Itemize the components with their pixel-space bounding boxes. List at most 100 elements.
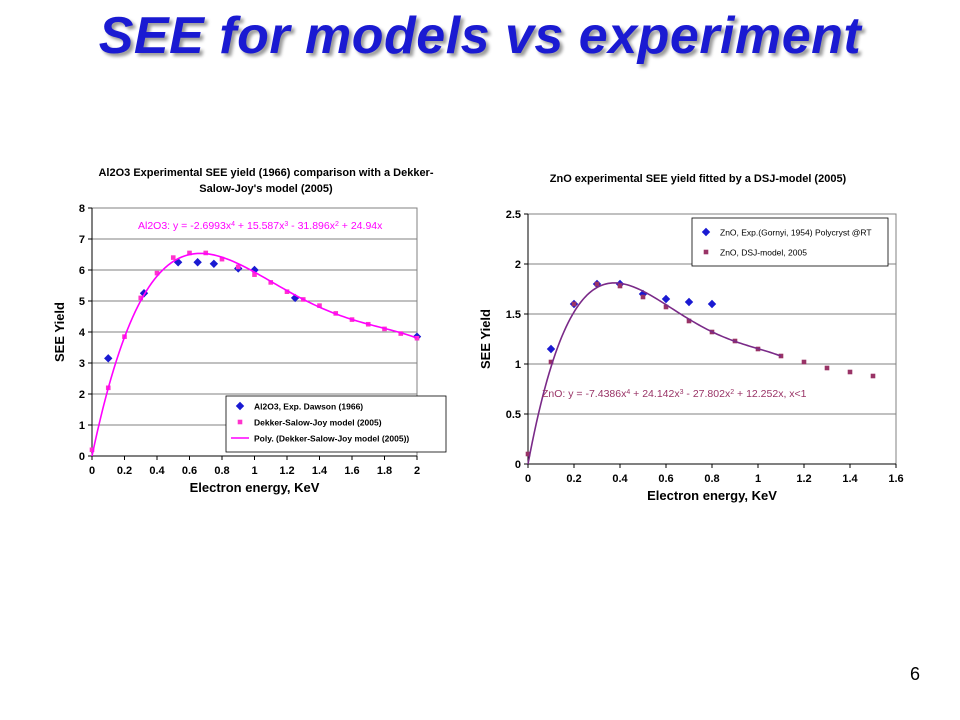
chart-title: Salow-Joy's model (2005): [199, 183, 333, 195]
x-tick-label: 0.4: [612, 473, 628, 485]
data-point-model: [801, 359, 807, 365]
series-2: [527, 282, 782, 465]
y-tick-label: 2.5: [506, 209, 521, 221]
x-tick-label: 2: [414, 465, 420, 477]
y-tick-label: 7: [79, 234, 85, 246]
data-point-model: [235, 264, 241, 270]
data-point-model: [219, 256, 225, 262]
data-point-model: [187, 250, 192, 256]
x-tick-label: 1.4: [842, 473, 858, 485]
data-point-exp: [250, 265, 259, 275]
page-number: 6: [909, 664, 920, 684]
legend-box: [225, 395, 447, 453]
x-tick-label: 1: [251, 465, 257, 477]
x-tick-label: 0.8: [214, 465, 229, 477]
data-point-model: [824, 365, 830, 371]
x-tick-label: 0.6: [182, 465, 197, 477]
data-point-model: [284, 289, 290, 294]
data-point-model: [870, 373, 876, 379]
data-point-model: [317, 303, 322, 308]
x-tick-label: 0: [89, 465, 95, 477]
y-tick-label: 1: [79, 420, 85, 432]
x-tick-label: 1: [755, 473, 761, 485]
legend-label: ZnO, Exp.(Gornyi, 1954) Polycryst @RT: [720, 228, 872, 238]
x-tick-label: 1.8: [377, 465, 392, 477]
chart-al2o3: Al2O3 Experimental SEE yield (1966) comp…: [52, 167, 447, 495]
data-point-model: [571, 301, 577, 307]
data-point-exp: [173, 258, 183, 267]
data-point-model: [252, 272, 257, 277]
y-tick-label: 8: [79, 203, 85, 215]
data-point-exp: [209, 259, 219, 268]
x-tick-label: 0.2: [566, 473, 581, 485]
data-point-exp: [139, 289, 149, 298]
y-axis-label: SEE Yield: [478, 309, 493, 369]
legend-box: [691, 217, 889, 267]
x-tick-label: 1.6: [888, 473, 903, 485]
data-point-exp: [661, 294, 671, 304]
x-tick-label: 0: [525, 473, 531, 485]
equation-annotation: ZnO: y = -7.4386x4 + 24.142x3 - 27.802x2…: [542, 388, 807, 400]
x-tick-label: 1.4: [312, 465, 328, 477]
legend: ZnO, Exp.(Gornyi, 1954) Polycryst @RT ZnO…: [691, 217, 889, 267]
data-point-exp: [638, 289, 648, 299]
y-axis-label: SEE Yield: [52, 302, 67, 362]
x-tick-label: 0.8: [704, 473, 719, 485]
data-point-model: [268, 280, 274, 285]
legend-swatch: [701, 227, 711, 237]
chart-title: ZnO experimental SEE yield fitted by a D…: [550, 173, 847, 185]
y-tick-label: 5: [79, 296, 85, 308]
trend-line: [527, 282, 782, 465]
data-point-model: [663, 304, 669, 310]
slide-title: SEE for models vs experiment: [98, 7, 862, 65]
data-point-exp: [546, 344, 556, 354]
series-2: [91, 252, 418, 457]
y-tick-label: 0: [515, 459, 521, 471]
y-tick-label: 2: [79, 389, 85, 401]
y-tick-label: 3: [79, 358, 85, 370]
data-point-model: [847, 369, 853, 375]
series-1: [525, 281, 876, 457]
data-point-exp: [104, 354, 113, 363]
x-tick-label: 1.6: [344, 465, 359, 477]
data-point-exp: [684, 297, 694, 307]
legend-label: Dekker-Salow-Joy model (2005): [254, 418, 382, 428]
legend-swatch: [237, 419, 243, 425]
data-point-model: [640, 294, 646, 300]
data-point-model: [548, 359, 554, 365]
y-tick-label: 1.5: [506, 309, 521, 321]
x-tick-label: 0.4: [149, 465, 165, 477]
data-point-model: [617, 283, 623, 289]
data-point-model: [686, 318, 692, 324]
legend-label: ZnO, DSJ-model, 2005: [720, 248, 807, 258]
x-axis-label: Electron energy, KeV: [647, 488, 777, 503]
x-tick-label: 0.2: [117, 465, 132, 477]
y-tick-label: 1: [515, 359, 521, 371]
x-axis-label: Electron energy, KeV: [190, 480, 320, 495]
legend-label: Poly. (Dekker-Salow-Joy model (2005)): [254, 434, 409, 444]
legend-label: Al2O3, Exp. Dawson (1966): [254, 402, 363, 412]
data-point-model: [525, 451, 531, 457]
equation-annotation: Al2O3: y = -2.6993x4 + 15.587x3 - 31.896…: [138, 220, 383, 232]
chart-zno: ZnO experimental SEE yield fitted by a D…: [478, 173, 904, 503]
chart-title: Al2O3 Experimental SEE yield (1966) comp…: [98, 167, 433, 179]
data-point-model: [414, 335, 420, 341]
y-tick-label: 6: [79, 265, 85, 277]
x-tick-label: 1.2: [796, 473, 811, 485]
data-point-exp: [193, 258, 202, 267]
data-point-model: [170, 255, 176, 260]
y-tick-label: 4: [79, 327, 86, 339]
x-tick-label: 0.6: [658, 473, 673, 485]
y-tick-label: 2: [515, 259, 521, 271]
data-point-model: [138, 295, 144, 301]
x-tick-label: 1.2: [279, 465, 294, 477]
data-point-model: [594, 281, 600, 287]
data-point-model: [154, 270, 160, 276]
data-point-exp: [707, 299, 717, 309]
trend-line: [91, 252, 418, 457]
y-tick-label: 0.5: [506, 409, 521, 421]
legend-swatch: [703, 249, 709, 255]
legend: Al2O3, Exp. Dawson (1966) Dekker-Salow-Jo…: [225, 395, 447, 453]
y-tick-label: 0: [79, 451, 85, 463]
legend-swatch: [235, 401, 245, 411]
